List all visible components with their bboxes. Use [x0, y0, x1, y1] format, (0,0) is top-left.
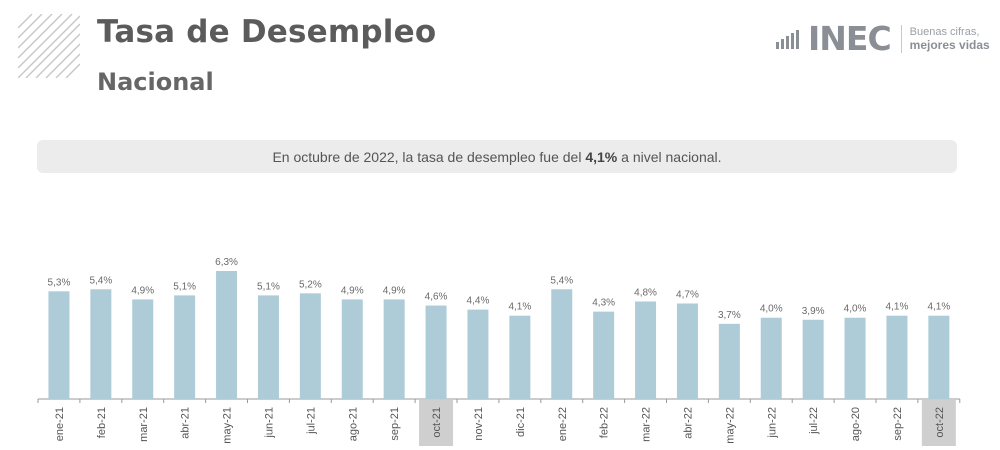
x-tick-label-may-22: may-22 — [724, 407, 736, 444]
value-label-mar-21: 4,9% — [131, 285, 154, 296]
x-tick-label-feb-21: feb-21 — [96, 407, 108, 438]
value-label-nov-21: 4,4% — [467, 296, 490, 307]
bar-sep-21 — [383, 299, 405, 399]
logo-tagline-line1: Buenas cifras, — [909, 26, 980, 38]
x-tick-label-feb-22: feb-22 — [599, 407, 611, 438]
bar-sep-22 — [886, 315, 908, 399]
summary-banner: En octubre de 2022, la tasa de desempleo… — [37, 140, 957, 173]
bar-abr-21 — [174, 295, 196, 399]
bar-jul-22 — [802, 319, 824, 399]
value-label-sep-21: 4,9% — [383, 285, 406, 296]
bar-signal-icon — [776, 30, 799, 49]
hatch-decoration-icon — [18, 14, 80, 78]
summary-text: En octubre de 2022, la tasa de desempleo… — [272, 149, 721, 165]
page-subtitle: Nacional — [97, 68, 214, 96]
value-label-oct-22: 4,1% — [927, 302, 950, 313]
value-label-ago-20: 4,0% — [844, 304, 867, 315]
bar-mar-21 — [132, 299, 154, 399]
bar-abr-22 — [676, 303, 698, 399]
bar-ago-20 — [844, 317, 866, 399]
inec-logo: INEC Buenas cifras, mejores vidas — [776, 22, 990, 56]
unemployment-bar-chart: 5,3% ene-21 5,4% feb-21 4,9% mar-21 5,1% abr-21… — [37, 257, 961, 446]
x-tick-label-ago-20: ago-20 — [850, 407, 862, 441]
x-tick-label-sep-21: sep-21 — [389, 407, 401, 441]
summary-highlight-value: 4,1% — [585, 148, 618, 165]
x-tick-label-jul-21: jul-21 — [305, 407, 317, 435]
value-label-oct-21: 4,6% — [425, 292, 448, 303]
value-label-may-22: 3,7% — [718, 310, 741, 321]
bar-feb-22 — [593, 311, 615, 399]
bar-jul-21 — [299, 293, 321, 399]
value-label-feb-22: 4,3% — [592, 298, 615, 309]
bar-ene-21 — [48, 291, 70, 399]
x-tick-label-oct-22: oct-22 — [934, 407, 946, 438]
logo-tagline: Buenas cifras, mejores vidas — [910, 26, 990, 52]
bar-oct-21 — [425, 305, 447, 399]
bar-may-21 — [216, 271, 238, 399]
value-label-abr-21: 5,1% — [173, 281, 196, 292]
x-tick-label-sep-22: sep-22 — [892, 407, 904, 441]
value-label-ene-22: 5,4% — [550, 275, 573, 286]
value-label-jun-21: 5,1% — [257, 281, 280, 292]
bar-mar-22 — [635, 301, 657, 399]
logo-tagline-line2: mejores vidas — [909, 38, 990, 52]
value-label-may-21: 6,3% — [215, 257, 238, 268]
bar-may-22 — [718, 323, 740, 399]
value-label-ene-21: 5,3% — [48, 277, 71, 288]
logo-wordmark: INEC — [808, 19, 892, 58]
x-tick-label-mar-22: mar-22 — [641, 407, 653, 442]
x-tick-label-dic-21: dic-21 — [515, 407, 527, 437]
bar-nov-21 — [467, 309, 489, 399]
bar-dic-21 — [509, 315, 531, 399]
x-tick-label-oct-21: oct-21 — [431, 407, 443, 438]
value-label-ago-21: 4,9% — [341, 285, 364, 296]
page-title: Tasa de Desempleo — [97, 14, 437, 50]
x-tick-label-abr-21: abr-21 — [180, 407, 192, 439]
value-label-jul-21: 5,2% — [299, 279, 322, 290]
value-label-jul-22: 3,9% — [802, 306, 825, 317]
x-tick-label-nov-21: nov-21 — [473, 407, 485, 441]
bar-jun-21 — [257, 295, 279, 399]
bar-ene-22 — [551, 289, 573, 399]
value-label-mar-22: 4,8% — [634, 287, 657, 298]
highlight-box-oct-21 — [419, 400, 454, 446]
x-tick-label-ene-21: ene-21 — [54, 407, 66, 441]
value-label-dic-21: 4,1% — [508, 302, 531, 313]
x-tick-label-abr-22: abr-22 — [682, 407, 694, 439]
x-tick-label-may-21: may-21 — [222, 407, 234, 444]
x-tick-label-jul-22: jul-22 — [808, 407, 820, 435]
logo-divider — [900, 25, 902, 53]
x-tick-label-ene-22: ene-22 — [557, 407, 569, 441]
summary-text-after: a nivel nacional. — [617, 148, 722, 165]
bar-ago-21 — [341, 299, 363, 399]
value-label-feb-21: 5,4% — [89, 275, 112, 286]
x-tick-label-jun-22: jun-22 — [766, 407, 778, 439]
bar-jun-22 — [760, 317, 782, 399]
bar-oct-22 — [928, 315, 950, 399]
x-tick-label-mar-21: mar-21 — [138, 407, 150, 442]
bar-feb-21 — [90, 289, 112, 399]
x-tick-label-jun-21: jun-21 — [263, 407, 275, 439]
value-label-jun-22: 4,0% — [760, 304, 783, 315]
value-label-abr-22: 4,7% — [676, 290, 699, 301]
highlight-box-oct-22 — [921, 400, 956, 446]
summary-text-before: En octubre de 2022, la tasa de desempleo… — [272, 148, 586, 165]
x-tick-label-ago-21: ago-21 — [347, 407, 359, 441]
value-label-sep-22: 4,1% — [886, 302, 909, 313]
